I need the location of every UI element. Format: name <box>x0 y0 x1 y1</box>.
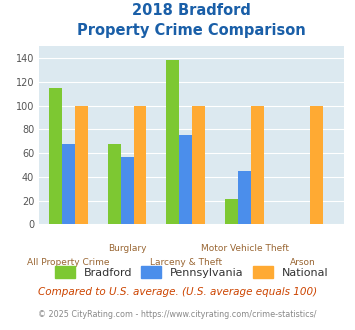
Legend: Bradford, Pennsylvania, National: Bradford, Pennsylvania, National <box>51 262 333 282</box>
Text: Larceny & Theft: Larceny & Theft <box>150 258 222 267</box>
Text: Motor Vehicle Theft: Motor Vehicle Theft <box>201 244 289 253</box>
Text: All Property Crime: All Property Crime <box>27 258 110 267</box>
Bar <box>310 106 323 224</box>
Bar <box>192 106 205 224</box>
Bar <box>75 106 88 224</box>
Bar <box>49 88 62 224</box>
Title: 2018 Bradford
Property Crime Comparison: 2018 Bradford Property Crime Comparison <box>77 3 306 38</box>
Bar <box>225 199 238 224</box>
Bar <box>62 144 75 224</box>
Text: Burglary: Burglary <box>108 244 146 253</box>
Bar <box>121 157 133 224</box>
Bar <box>179 135 192 224</box>
Text: © 2025 CityRating.com - https://www.cityrating.com/crime-statistics/: © 2025 CityRating.com - https://www.city… <box>38 310 317 319</box>
Text: Arson: Arson <box>290 258 316 267</box>
Bar <box>133 106 147 224</box>
Text: Compared to U.S. average. (U.S. average equals 100): Compared to U.S. average. (U.S. average … <box>38 287 317 297</box>
Bar <box>251 106 264 224</box>
Bar <box>166 60 179 224</box>
Bar <box>238 171 251 224</box>
Bar <box>108 144 121 224</box>
